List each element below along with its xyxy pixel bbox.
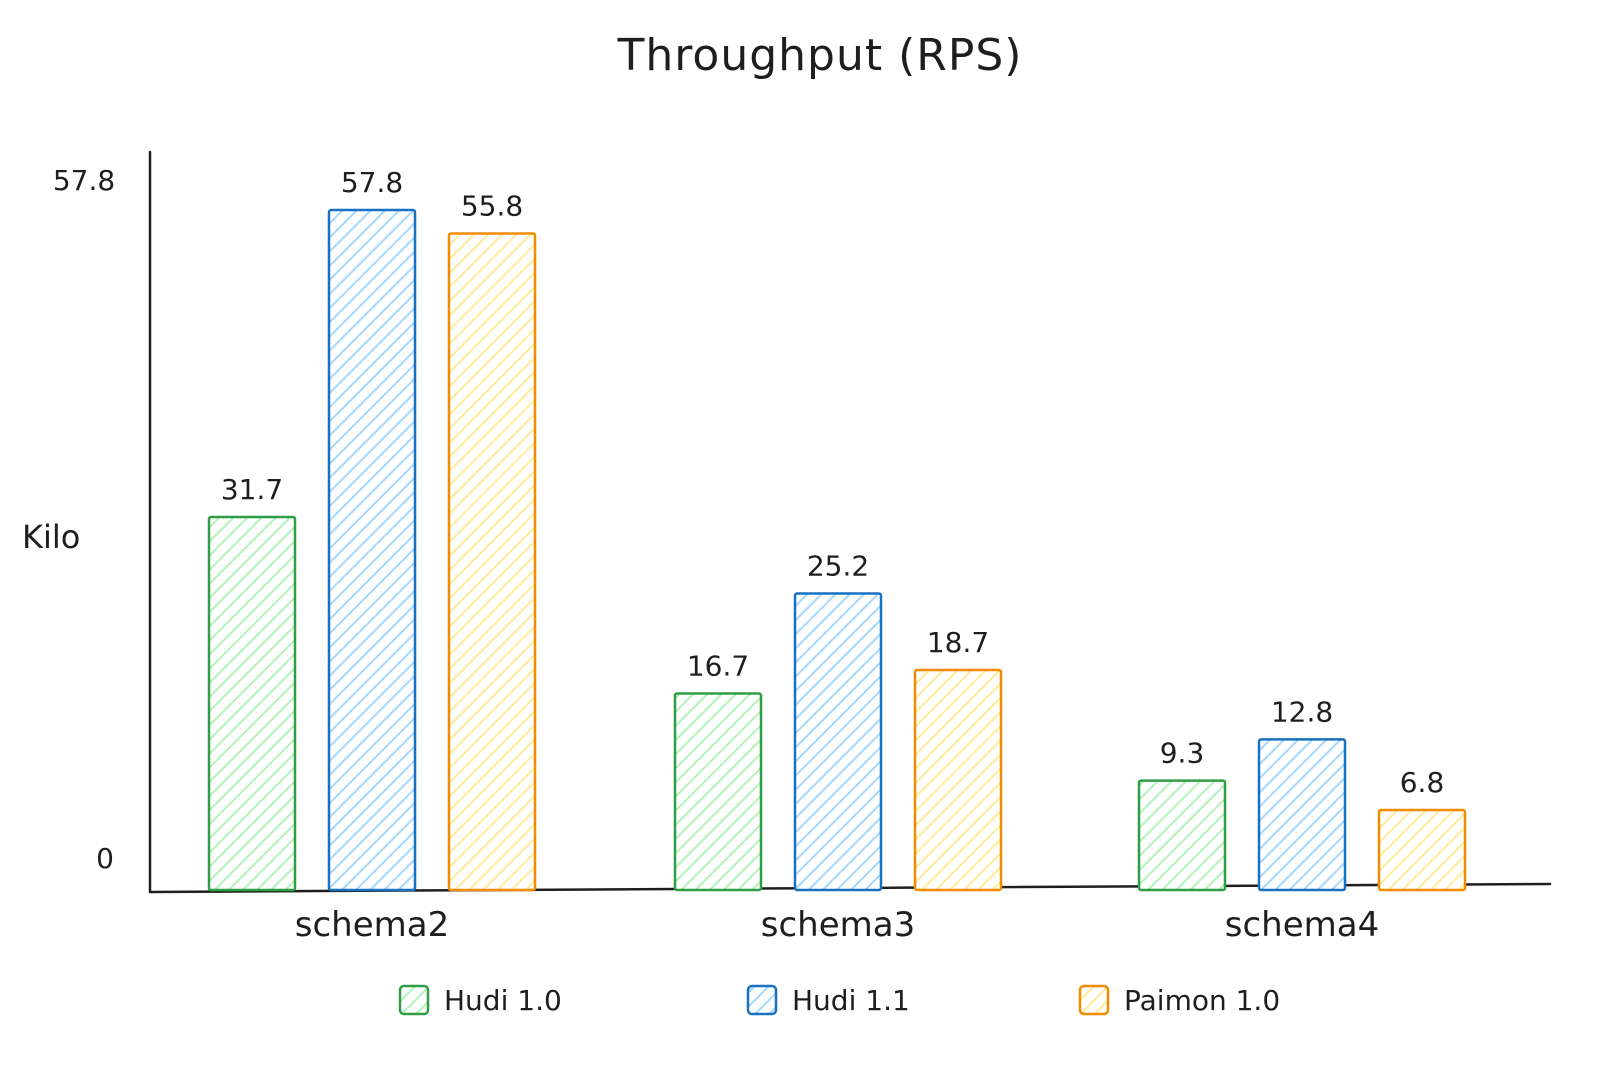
- data-label: 18.7: [927, 626, 989, 659]
- legend-swatch-hudi-1-1: [746, 984, 778, 1016]
- bar-hudi-1-1-schema4: [1257, 738, 1347, 892]
- legend-label: Hudi 1.0: [444, 984, 562, 1017]
- data-label: 16.7: [687, 650, 749, 683]
- bar-hudi-1-0-schema3: [673, 692, 763, 892]
- bar-paimon-1-0-schema2: [447, 232, 537, 892]
- bar-paimon-1-0-schema3: [913, 668, 1003, 892]
- data-label: 25.2: [807, 550, 869, 583]
- x-tick-label-schema3: schema3: [761, 905, 915, 945]
- bars: [207, 208, 1467, 892]
- data-label: 57.8: [341, 166, 403, 199]
- bar-hudi-1-1-schema3: [793, 592, 883, 892]
- x-axis-category-labels: schema2 schema3 schema4: [295, 905, 1379, 945]
- data-label: 9.3: [1160, 737, 1205, 770]
- legend-swatch-hudi-1-0: [398, 984, 430, 1016]
- y-axis-ticks: 057.8: [53, 164, 115, 875]
- x-tick-label-schema2: schema2: [295, 905, 449, 945]
- data-label: 6.8: [1400, 766, 1445, 799]
- bar-paimon-1-0-schema4: [1377, 808, 1467, 892]
- legend-label: Hudi 1.1: [792, 984, 910, 1017]
- bar-hudi-1-0-schema4: [1137, 779, 1227, 892]
- y-tick-label: 0: [96, 842, 114, 875]
- legend-swatch-paimon-1-0: [1078, 984, 1110, 1016]
- data-label: 12.8: [1271, 695, 1333, 728]
- bar-hudi-1-1-schema2: [327, 208, 417, 892]
- y-axis-label: Kilo: [22, 518, 80, 556]
- data-labels: 31.7 57.8 55.8 16.7 25.2 18.7 9.3 12.8 6.8: [221, 166, 1444, 799]
- y-tick-label: 57.8: [53, 164, 115, 197]
- bar-hudi-1-0-schema2: [207, 515, 297, 892]
- legend: Hudi 1.0 Hudi 1.1 Paimon 1.0: [398, 984, 1280, 1017]
- legend-label: Paimon 1.0: [1124, 984, 1280, 1017]
- data-label: 31.7: [221, 473, 283, 506]
- x-tick-label-schema4: schema4: [1225, 905, 1379, 945]
- data-label: 55.8: [461, 190, 523, 223]
- chart-title: Throughput (RPS): [617, 30, 1023, 81]
